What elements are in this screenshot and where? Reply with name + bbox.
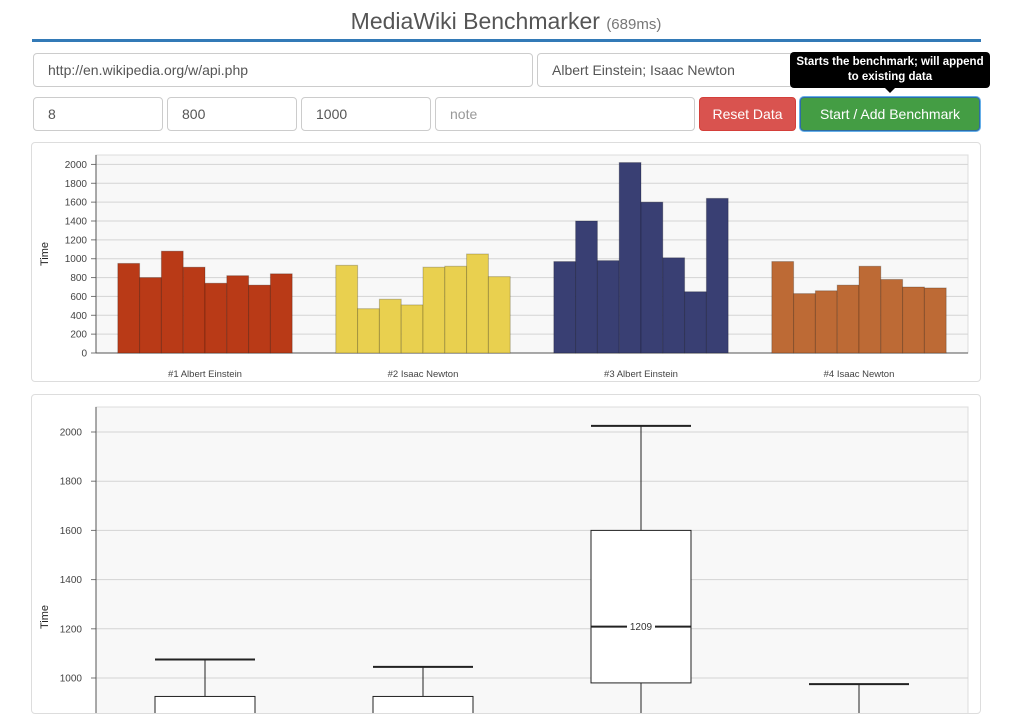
title-underline bbox=[32, 39, 981, 42]
bar-category-label: #4 Isaac Newton bbox=[824, 369, 895, 380]
bar bbox=[553, 261, 577, 354]
bar-y-tick-label: 2000 bbox=[65, 160, 88, 171]
bar-y-tick-label: 200 bbox=[70, 330, 87, 341]
field-3-input[interactable]: 1000 bbox=[301, 97, 431, 131]
bar bbox=[793, 293, 816, 354]
bar bbox=[858, 265, 882, 354]
box-iqr bbox=[590, 529, 692, 684]
bar bbox=[269, 273, 293, 354]
bar bbox=[182, 266, 206, 354]
box-y-tick-label: 1600 bbox=[60, 526, 83, 537]
box-iqr bbox=[154, 695, 256, 713]
bar-y-axis-label: Time bbox=[39, 242, 51, 266]
start-benchmark-button[interactable]: Start / Add Benchmark bbox=[800, 97, 980, 131]
bar bbox=[596, 260, 620, 354]
box-y-tick-label: 1800 bbox=[60, 477, 83, 488]
tooltip-line-2: to existing data bbox=[847, 71, 933, 83]
box-y-tick-label: 1200 bbox=[60, 624, 83, 635]
bar bbox=[487, 276, 511, 354]
bar bbox=[378, 298, 402, 354]
bar bbox=[902, 286, 925, 354]
bar bbox=[248, 284, 271, 354]
bar-y-tick-label: 1000 bbox=[65, 254, 88, 265]
bar bbox=[923, 287, 947, 354]
page-title: MediaWiki Benchmarker (689ms) bbox=[0, 8, 1012, 35]
bar-y-tick-label: 0 bbox=[81, 349, 87, 360]
titles-input[interactable]: Albert Einstein; Isaac Newton bbox=[537, 53, 795, 87]
bar bbox=[640, 201, 664, 354]
bar-y-tick-label: 1400 bbox=[65, 217, 88, 228]
bar bbox=[422, 266, 446, 354]
bar bbox=[335, 264, 359, 354]
bar bbox=[880, 278, 904, 354]
box-plot-chart: 1000 1200 1400 1600 1800 2000 Time 1209 bbox=[39, 406, 969, 713]
bar bbox=[662, 257, 686, 354]
box-y-axis-label: Time bbox=[39, 605, 51, 629]
bar-chart: 0 200 400 600 800 1000 1200 1400 1600 1800 2000 Tim… bbox=[39, 154, 969, 380]
bar bbox=[466, 253, 489, 354]
api-url-input[interactable]: http://en.wikipedia.org/w/api.php bbox=[33, 53, 533, 87]
bar bbox=[684, 291, 707, 354]
bar bbox=[444, 265, 468, 354]
bar-category-label: #2 Isaac Newton bbox=[388, 369, 459, 380]
bar bbox=[204, 282, 228, 354]
field-1-input[interactable]: 8 bbox=[33, 97, 163, 131]
bar bbox=[618, 162, 642, 354]
bar-category-label: #3 Albert Einstein bbox=[604, 369, 678, 380]
reset-data-button[interactable]: Reset Data bbox=[699, 97, 796, 131]
tooltip-arrow bbox=[885, 88, 895, 93]
bar-y-tick-label: 1800 bbox=[65, 179, 88, 190]
bar bbox=[814, 290, 838, 354]
bar-category-label: #1 Albert Einstein bbox=[168, 369, 242, 380]
bar-chart-panel: 0 200 400 600 800 1000 1200 1400 1600 1800 2000 Tim… bbox=[31, 142, 981, 382]
bar bbox=[117, 262, 141, 354]
bar bbox=[771, 261, 795, 354]
bar-y-tick-label: 1600 bbox=[65, 198, 88, 209]
bar-y-tick-label: 400 bbox=[70, 311, 87, 322]
bar bbox=[357, 308, 380, 354]
box-chart-panel: 1000 1200 1400 1600 1800 2000 Time 1209 bbox=[31, 394, 981, 714]
bar bbox=[705, 197, 729, 354]
bar bbox=[226, 275, 250, 354]
bar bbox=[575, 220, 598, 354]
box-plot-area bbox=[95, 406, 969, 713]
box-y-tick-label: 1400 bbox=[60, 575, 83, 586]
box-iqr bbox=[372, 695, 474, 713]
bar bbox=[160, 250, 184, 354]
note-input[interactable]: note bbox=[435, 97, 695, 131]
box-y-tick-label: 1000 bbox=[60, 674, 83, 685]
bar bbox=[836, 284, 860, 354]
start-tooltip: Starts the benchmark; will append to exi… bbox=[790, 52, 990, 88]
box-median-label: 1209 bbox=[630, 622, 653, 633]
tooltip-line-1: Starts the benchmark; will append bbox=[796, 56, 984, 68]
bar-y-tick-label: 1200 bbox=[65, 235, 88, 246]
bar bbox=[400, 304, 424, 354]
bar-y-tick-label: 600 bbox=[70, 292, 87, 303]
bar-y-tick-label: 800 bbox=[70, 273, 87, 284]
timing-label: (689ms) bbox=[606, 16, 662, 33]
field-2-input[interactable]: 800 bbox=[167, 97, 297, 131]
bar bbox=[139, 277, 162, 354]
box-y-tick-label: 2000 bbox=[60, 428, 83, 439]
app-title: MediaWiki Benchmarker bbox=[350, 8, 600, 34]
